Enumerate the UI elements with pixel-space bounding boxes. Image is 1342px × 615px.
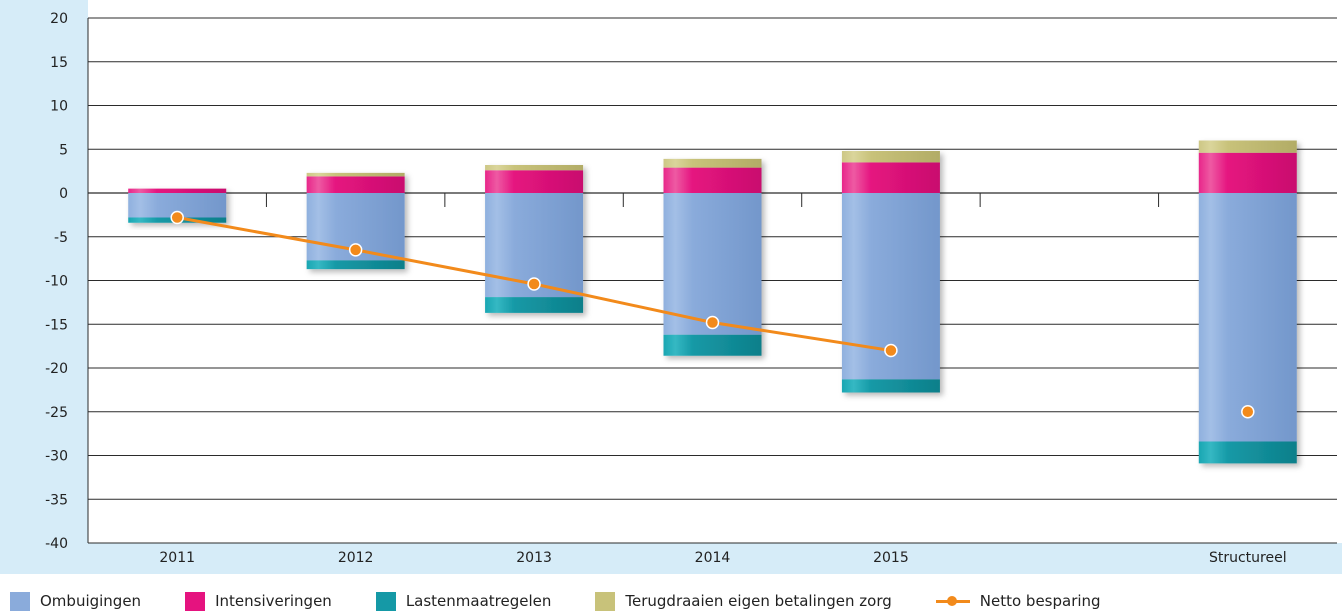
y-tick-label: 15 <box>50 55 68 71</box>
netto-besparing-point <box>705 315 720 330</box>
bar-segment-intensiveringen <box>1198 152 1297 193</box>
bar-segment-lastenmaatregelen <box>1198 441 1297 464</box>
netto-besparing-point <box>348 243 363 257</box>
legend-label-intensiveringen: Intensiveringen <box>215 592 332 610</box>
netto-besparing-point <box>884 343 898 358</box>
legend-item-terugdraaien: Terugdraaien eigen betalingen zorg <box>595 591 892 611</box>
bar-segment-intensiveringen <box>663 167 762 193</box>
y-tick-label: 0 <box>59 186 68 202</box>
bar-segment-lastenmaatregelen <box>485 297 584 313</box>
y-tick-label: -40 <box>45 536 68 552</box>
legend-item-intensiveringen: Intensiveringen <box>185 591 332 611</box>
y-tick-label: -5 <box>54 230 68 246</box>
bar-segment-ombuigingen <box>663 193 762 335</box>
x-tick-label: 2012 <box>338 550 374 566</box>
legend-swatch-terugdraaien <box>595 591 616 611</box>
bar-stack <box>485 165 584 313</box>
bar-segment-terugdraaien <box>306 172 405 177</box>
y-tick-label: 5 <box>59 142 68 158</box>
y-tick-label: 10 <box>50 99 68 115</box>
bar-segment-terugdraaien <box>841 151 940 163</box>
bar-segment-intensiveringen <box>841 162 940 193</box>
bar-segment-intensiveringen <box>306 176 405 193</box>
x-tick-label: 2015 <box>873 550 909 566</box>
legend-item-netto: Netto besparing <box>935 592 1101 611</box>
y-tick-label: -15 <box>45 317 68 333</box>
legend-item-lastenmaatregelen: Lastenmaatregelen <box>375 591 552 611</box>
legend-line-netto <box>935 592 970 611</box>
x-tick-label: 2011 <box>159 550 195 566</box>
bar-segment-terugdraaien <box>485 165 584 171</box>
legend: Ombuigingen Intensiveringen Lastenmaatre… <box>10 590 1145 612</box>
bar-segment-intensiveringen <box>128 188 227 193</box>
legend-swatch-ombuigingen <box>10 591 30 611</box>
y-tick-label: -30 <box>45 449 68 465</box>
legend-item-ombuigingen: Ombuigingen <box>10 591 142 611</box>
x-tick-label: Structureel <box>1209 550 1287 566</box>
legend-swatch-intensiveringen <box>185 591 206 611</box>
y-axis-band <box>0 0 88 574</box>
x-tick-label: 2013 <box>516 550 552 566</box>
bar-stack <box>663 158 762 356</box>
bar-segment-terugdraaien <box>663 158 762 168</box>
legend-label-terugdraaien: Terugdraaien eigen betalingen zorg <box>625 592 892 610</box>
bar-segment-ombuigingen <box>1198 193 1297 442</box>
x-axis-band <box>0 543 1342 574</box>
netto-besparing-point <box>170 210 184 225</box>
bar-segment-intensiveringen <box>485 170 584 193</box>
bar-stack <box>841 151 940 393</box>
legend-label-ombuigingen: Ombuigingen <box>40 592 142 610</box>
y-tick-label: -10 <box>45 274 68 290</box>
x-tick-label: 2014 <box>695 550 731 566</box>
netto-besparing-point <box>527 277 541 291</box>
y-tick-label: -20 <box>45 361 68 377</box>
bar-segment-lastenmaatregelen <box>306 260 405 270</box>
y-tick-label: -25 <box>45 405 68 421</box>
legend-label-lastenmaatregelen: Lastenmaatregelen <box>405 592 552 610</box>
bar-segment-terugdraaien <box>1198 140 1297 153</box>
legend-swatch-lastenmaatregelen <box>375 591 396 611</box>
bar-segment-lastenmaatregelen <box>841 379 940 393</box>
y-tick-label: 20 <box>50 11 68 27</box>
legend-label-netto: Netto besparing <box>979 592 1101 610</box>
bar-segment-lastenmaatregelen <box>663 334 762 356</box>
y-tick-label: -35 <box>45 492 68 508</box>
bar-stack <box>1198 140 1297 464</box>
netto-besparing-point <box>1241 405 1255 419</box>
